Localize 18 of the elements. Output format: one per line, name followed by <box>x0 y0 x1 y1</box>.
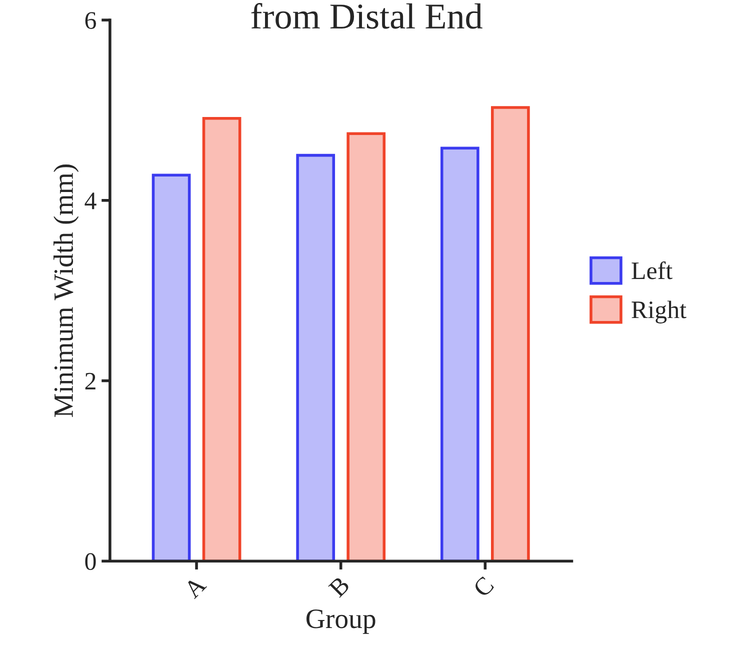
x-tick-label: C <box>472 576 494 598</box>
bar <box>490 106 530 562</box>
y-axis-title: Minimum Width (mm) <box>54 164 79 418</box>
bar <box>296 154 336 562</box>
y-tick-label: 0 <box>85 553 96 570</box>
y-tick-label: 4 <box>84 192 96 210</box>
x-tick-label: A <box>182 575 208 600</box>
bar <box>346 132 386 562</box>
legend-label: Left <box>632 261 672 280</box>
y-tick-label: 6 <box>85 12 96 29</box>
chart-title: from Distal End <box>251 2 482 29</box>
legend-label: Right <box>632 300 686 324</box>
bar <box>440 146 480 562</box>
y-tick-label: 2 <box>85 372 96 390</box>
bar <box>152 174 191 562</box>
x-axis-title: Group <box>306 610 376 634</box>
x-tick-label: B <box>328 576 350 598</box>
bar <box>202 116 242 562</box>
